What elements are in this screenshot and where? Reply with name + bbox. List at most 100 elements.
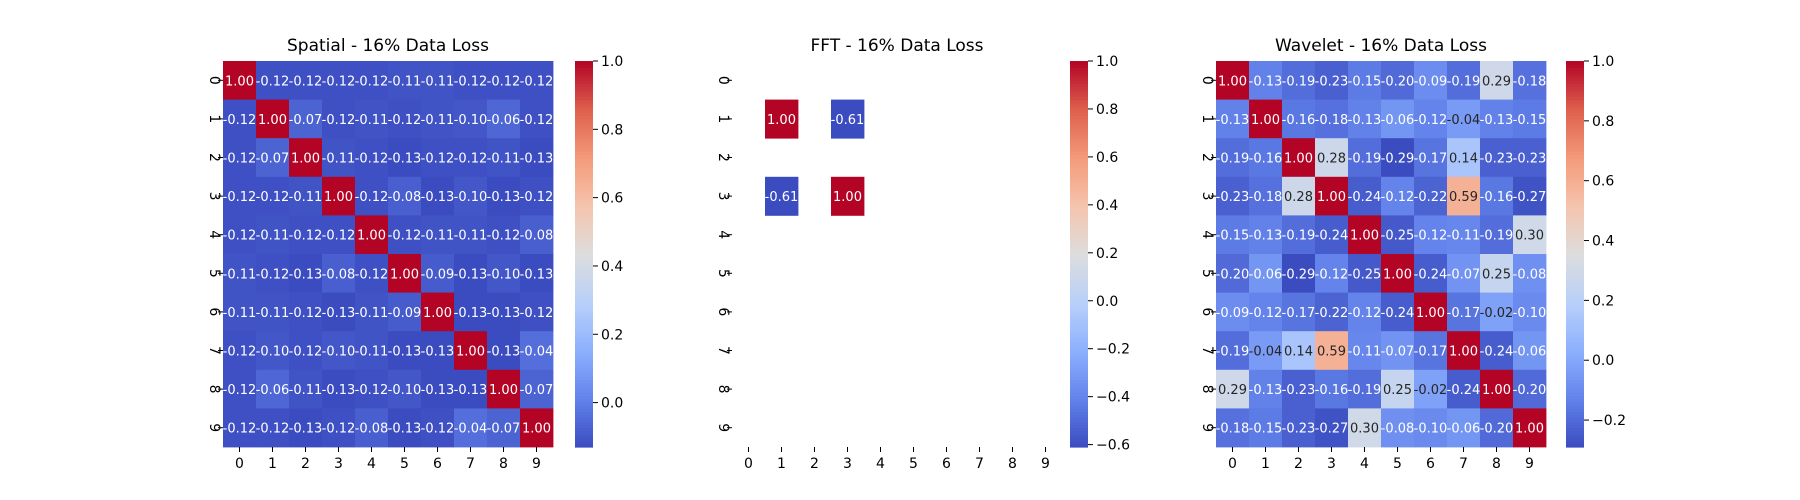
colorbar-segment: [575, 376, 593, 381]
colorbar-segment: [1566, 286, 1584, 290]
colorbar-tick-label: 0.0: [1592, 353, 1614, 369]
cell-value-label: -0.02: [1480, 306, 1514, 321]
heatmap-cell: [1480, 176, 1514, 216]
heatmap-cell: [421, 408, 455, 448]
colorbar-segment: [1566, 279, 1584, 284]
colorbar-segment: [575, 254, 593, 258]
cell-value-label: 0.30: [1515, 229, 1544, 244]
colorbar-segment: [1070, 395, 1088, 400]
colorbar-segment: [575, 106, 593, 110]
heatmap-cell: [256, 369, 290, 409]
y-tick-label: 2: [715, 153, 731, 162]
heatmap-cell: [1216, 331, 1250, 371]
x-tick-label: 0: [235, 456, 244, 472]
heatmap-cell: [831, 176, 865, 216]
heatmap-cell: [831, 99, 865, 139]
colorbar-segment: [1566, 106, 1584, 110]
heatmap-cell: [487, 61, 521, 100]
colorbar-segment: [1070, 286, 1088, 290]
colorbar-segment: [1070, 115, 1088, 120]
heatmap-cell: [289, 292, 323, 332]
colorbar-segment: [575, 305, 593, 310]
cell-value-label: -0.09: [1216, 306, 1250, 321]
colorbar-tick-label: 0.4: [601, 259, 623, 275]
cell-value-label: -0.12: [322, 229, 356, 244]
cell-value-label: 1.00: [1350, 229, 1379, 244]
colorbar-segment: [1566, 73, 1584, 78]
colorbar-segment: [1566, 234, 1584, 239]
colorbar-segment: [575, 70, 593, 75]
cell-value-label: -0.11: [256, 229, 290, 244]
heatmap-cell: [1216, 99, 1250, 139]
cell-value-label: -0.18: [1513, 74, 1547, 89]
cell-value-label: -0.12: [256, 267, 290, 282]
cell-value-label: -0.19: [1480, 229, 1514, 244]
x-tick-label: 8: [1008, 456, 1017, 472]
colorbar-segment: [1070, 318, 1088, 323]
colorbar-tick-label: 0.2: [601, 327, 623, 343]
colorbar-segment: [575, 350, 593, 355]
cell-value-label: 1.00: [489, 383, 518, 398]
colorbar-segment: [1070, 344, 1088, 348]
cell-value-label: -0.09: [1414, 74, 1448, 89]
colorbar-segment: [1566, 321, 1584, 326]
colorbar-segment: [1566, 382, 1584, 387]
colorbar-segment: [1070, 405, 1088, 409]
cell-value-label: -0.06: [1381, 113, 1415, 128]
y-tick-label: 0: [206, 76, 222, 85]
cell-value-label: -0.10: [454, 190, 488, 205]
colorbar-segment: [1070, 151, 1088, 155]
x-tick-label: 4: [876, 456, 885, 472]
cell-value-label: -0.19: [1216, 345, 1250, 360]
colorbar-segment: [1566, 418, 1584, 422]
colorbar-segment: [575, 141, 593, 146]
colorbar-segment: [575, 331, 593, 336]
heatmap-cell: [223, 331, 257, 371]
colorbar-tick-label: 0.4: [1096, 198, 1118, 214]
colorbar-segment: [1070, 421, 1088, 426]
colorbar-segment: [1070, 118, 1088, 123]
cell-value-label: 0.28: [1284, 190, 1313, 205]
colorbar-segment: [1566, 337, 1584, 342]
colorbar-segment: [1070, 340, 1088, 345]
cell-value-label: -0.11: [1348, 345, 1382, 360]
colorbar-segment: [575, 80, 593, 85]
colorbar-segment: [575, 83, 593, 88]
heatmap-cell: [1216, 408, 1250, 448]
colorbar-segment: [575, 289, 593, 294]
cell-value-label: -0.12: [421, 422, 455, 437]
heatmap-cell: [322, 292, 356, 332]
heatmap-cell: [289, 331, 323, 371]
colorbar-segment: [575, 86, 593, 91]
heatmap-cell: [1480, 254, 1514, 293]
cell-value-label: -0.13: [289, 422, 323, 437]
colorbar-segment: [1070, 408, 1088, 413]
cell-value-label: -0.11: [421, 113, 455, 128]
colorbar-segment: [1070, 401, 1088, 406]
cell-value-label: -0.12: [223, 190, 257, 205]
cell-value-label: -0.12: [256, 74, 290, 89]
heatmap-cell: [289, 61, 323, 100]
cell-value-label: -0.15: [1348, 74, 1382, 89]
colorbar-segment: [1566, 414, 1584, 419]
cell-value-label: -0.61: [831, 113, 865, 128]
colorbar-segment: [1070, 109, 1088, 114]
cell-value-label: 1.00: [1317, 190, 1346, 205]
x-tick-label: 9: [1525, 456, 1534, 472]
colorbar-tick-label: 0.6: [601, 191, 623, 207]
heatmap-cell: [1381, 292, 1415, 332]
heatmap-cell: [487, 408, 521, 448]
heatmap-cell: [1513, 369, 1547, 409]
colorbar-segment: [1566, 228, 1584, 233]
heatmap-cell: [388, 215, 422, 255]
colorbar-segment: [575, 408, 593, 413]
colorbar-segment: [1070, 173, 1088, 178]
colorbar-segment: [1566, 331, 1584, 336]
colorbar-tick-label: 1.0: [1096, 54, 1118, 70]
cell-value-label: -0.12: [487, 74, 521, 89]
colorbar-tick-label: 1.0: [1592, 54, 1614, 70]
colorbar-segment: [1566, 270, 1584, 274]
heatmap-cell: [1282, 254, 1316, 293]
colorbar-segment: [575, 99, 593, 104]
colorbar-segment: [1566, 86, 1584, 91]
